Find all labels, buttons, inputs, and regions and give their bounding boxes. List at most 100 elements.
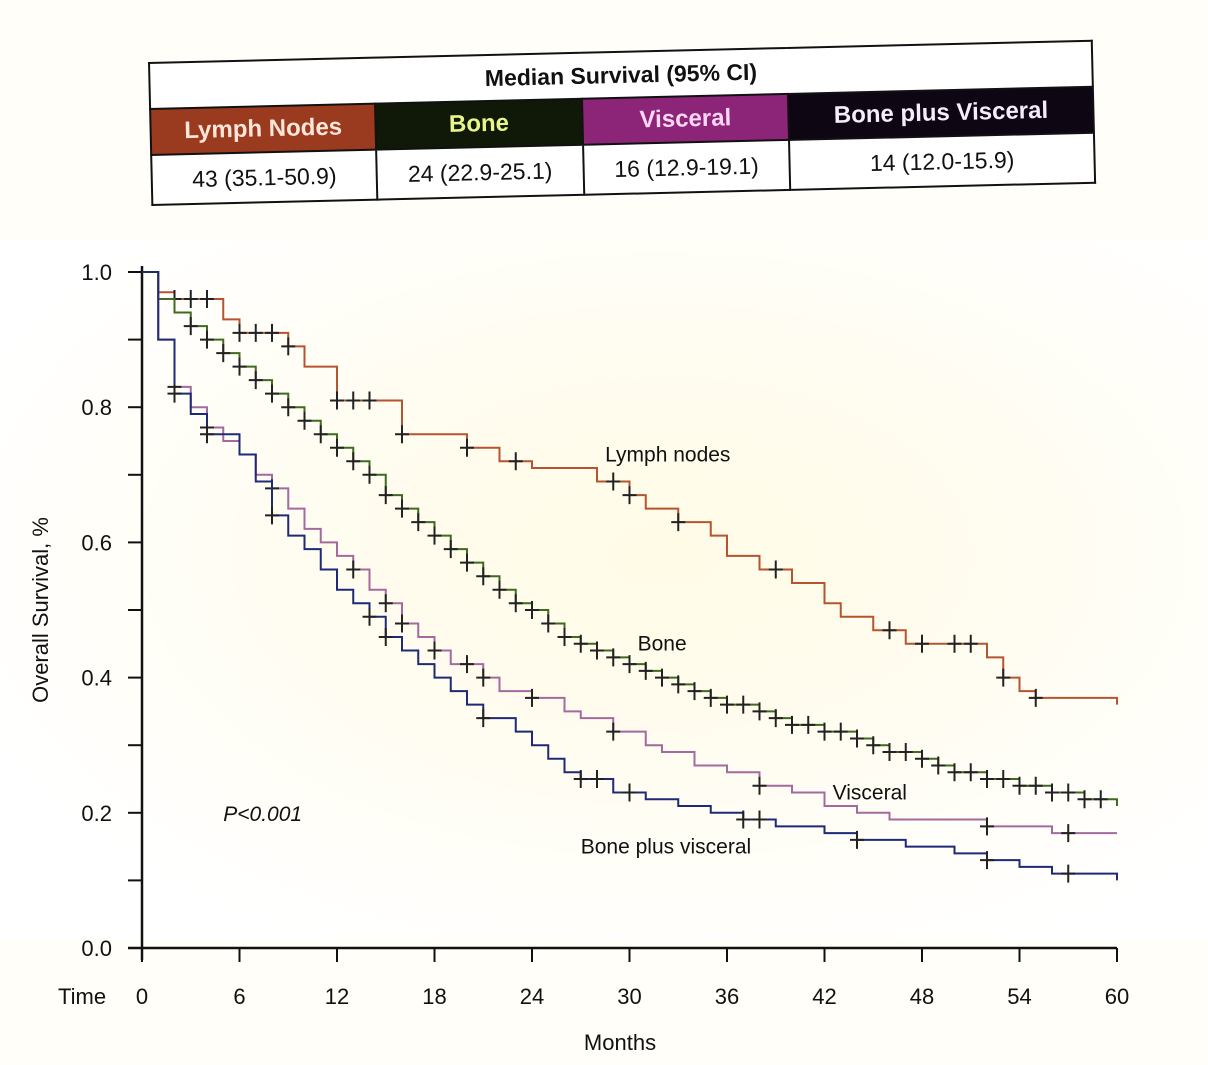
x-tick-label: 0 bbox=[136, 984, 148, 1009]
censor-mark-visceral bbox=[427, 641, 442, 660]
censor-mark-bone bbox=[1028, 776, 1043, 795]
censor-mark-bone bbox=[362, 465, 377, 484]
censor-mark-bone bbox=[703, 688, 718, 707]
curve-label-bone-plus-visceral: Bone plus visceral bbox=[581, 835, 751, 858]
x-tick-label: 30 bbox=[617, 984, 641, 1009]
x-axis-prefix: Time bbox=[58, 984, 106, 1009]
censor-mark-bone bbox=[346, 452, 361, 471]
censor-mark-bone-plus-visceral bbox=[850, 830, 864, 849]
censor-mark-bone bbox=[915, 749, 929, 768]
censor-mark-bone-plus-visceral bbox=[1061, 864, 1076, 883]
censor-mark-bone bbox=[265, 384, 279, 403]
axes: 0.0 0.2 0.4 0.6 0.8 1.0 0 6 12 18 24 30 36 42 48 54 60 bbox=[81, 260, 1129, 1009]
censor-mark-lymph-nodes bbox=[671, 513, 686, 532]
censor-mark-bone bbox=[947, 763, 962, 782]
censor-mark-bone bbox=[492, 580, 507, 599]
x-tick-label: 42 bbox=[812, 984, 836, 1009]
censor-mark-bone bbox=[573, 634, 588, 653]
censor-mark-bone-plus-visceral bbox=[200, 425, 214, 444]
curve-label-lymph-nodes: Lymph nodes bbox=[605, 443, 730, 466]
curve-label-bone: Bone bbox=[638, 633, 687, 656]
censor-mark-bone-plus-visceral bbox=[265, 506, 279, 525]
curve-visceral bbox=[142, 271, 1117, 835]
censor-mark-lymph-nodes bbox=[200, 290, 214, 309]
censor-mark-bone bbox=[898, 742, 913, 761]
censor-mark-bone bbox=[1045, 783, 1059, 802]
survival-curves bbox=[142, 271, 1118, 883]
censor-mark-lymph-nodes bbox=[330, 391, 344, 410]
censor-mark-bone bbox=[622, 655, 637, 674]
y-tick-label: 0.2 bbox=[81, 801, 112, 826]
censor-mark-bone bbox=[281, 398, 296, 417]
censor-mark-visceral bbox=[606, 722, 621, 741]
censor-mark-visceral bbox=[378, 594, 393, 613]
censor-mark-visceral bbox=[395, 614, 409, 633]
censor-mark-bone bbox=[850, 729, 864, 748]
censor-mark-lymph-nodes bbox=[622, 486, 637, 505]
censor-mark-bone bbox=[395, 499, 409, 518]
censor-mark-lymph-nodes bbox=[882, 621, 897, 640]
censor-mark-bone bbox=[655, 668, 669, 687]
x-tick-label: 12 bbox=[325, 984, 349, 1009]
x-tick-label: 18 bbox=[422, 984, 446, 1009]
p-value-annotation: P<0.001 bbox=[223, 803, 302, 826]
censor-mark-visceral bbox=[460, 655, 474, 674]
censor-mark-bone bbox=[232, 357, 247, 376]
censor-mark-bone-plus-visceral bbox=[980, 851, 994, 870]
censor-mark-lymph-nodes bbox=[915, 634, 929, 653]
censor-mark-lymph-nodes bbox=[232, 323, 247, 342]
x-tick-label: 48 bbox=[910, 984, 934, 1009]
censor-mark-lymph-nodes bbox=[606, 472, 621, 491]
censor-mark-lymph-nodes bbox=[183, 290, 198, 309]
y-tick-label: 0.8 bbox=[81, 395, 112, 420]
censor-mark-bone bbox=[1012, 776, 1027, 795]
censor-mark-lymph-nodes bbox=[963, 634, 978, 653]
censor-mark-bone-plus-visceral bbox=[622, 783, 637, 802]
censor-mark-bone bbox=[460, 553, 474, 572]
censor-mark-lymph-nodes bbox=[768, 560, 783, 579]
censor-mark-bone bbox=[752, 702, 767, 721]
censor-mark-bone bbox=[687, 682, 702, 701]
censor-mark-bone bbox=[1061, 783, 1076, 802]
x-tick-label: 24 bbox=[520, 984, 544, 1009]
censor-mark-lymph-nodes bbox=[346, 391, 361, 410]
censor-mark-bone bbox=[1093, 790, 1108, 809]
y-tick-label: 1.0 bbox=[81, 260, 112, 285]
x-tick-label: 60 bbox=[1105, 984, 1129, 1009]
y-tick-label: 0.6 bbox=[81, 530, 112, 555]
censor-mark-bone-plus-visceral bbox=[378, 628, 393, 647]
censor-mark-bone bbox=[980, 770, 994, 788]
censor-mark-lymph-nodes bbox=[508, 452, 523, 471]
censor-mark-bone bbox=[931, 756, 946, 775]
censor-mark-bone-plus-visceral bbox=[736, 810, 751, 829]
censor-mark-bone bbox=[866, 736, 881, 755]
x-tick-label: 36 bbox=[715, 984, 739, 1009]
censor-mark-bone bbox=[768, 709, 783, 728]
censor-mark-bone bbox=[638, 661, 653, 680]
censor-mark-bone bbox=[427, 526, 442, 545]
censor-mark-bone bbox=[882, 742, 897, 761]
x-tick-label: 54 bbox=[1007, 984, 1031, 1009]
censor-mark-visceral bbox=[525, 688, 539, 707]
censor-mark-visceral bbox=[752, 776, 767, 795]
censor-mark-lymph-nodes bbox=[460, 438, 474, 457]
censor-mark-bone bbox=[996, 770, 1011, 788]
censor-mark-visceral bbox=[980, 817, 994, 836]
censor-mark-visceral bbox=[1061, 824, 1076, 843]
y-tick-label: 0.0 bbox=[81, 936, 112, 961]
censor-mark-visceral bbox=[476, 668, 491, 687]
censor-mark-bone bbox=[200, 330, 214, 349]
censor-mark-bone bbox=[671, 675, 686, 694]
censor-mark-lymph-nodes bbox=[362, 391, 377, 410]
censor-mark-bone bbox=[963, 763, 978, 782]
censor-mark-bone bbox=[541, 614, 556, 633]
censor-mark-bone bbox=[817, 722, 832, 741]
curve-label-visceral: Visceral bbox=[833, 781, 907, 804]
censor-mark-bone-plus-visceral bbox=[167, 384, 182, 403]
censor-mark-lymph-nodes bbox=[1028, 688, 1043, 707]
censor-mark-bone bbox=[833, 722, 848, 741]
censor-mark-bone bbox=[606, 648, 621, 667]
censor-mark-bone bbox=[248, 371, 263, 390]
censor-mark-bone bbox=[476, 567, 491, 586]
